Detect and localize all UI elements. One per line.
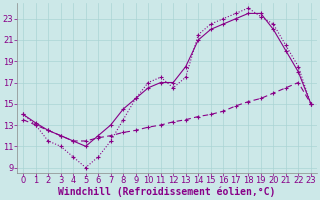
- X-axis label: Windchill (Refroidissement éolien,°C): Windchill (Refroidissement éolien,°C): [58, 187, 276, 197]
